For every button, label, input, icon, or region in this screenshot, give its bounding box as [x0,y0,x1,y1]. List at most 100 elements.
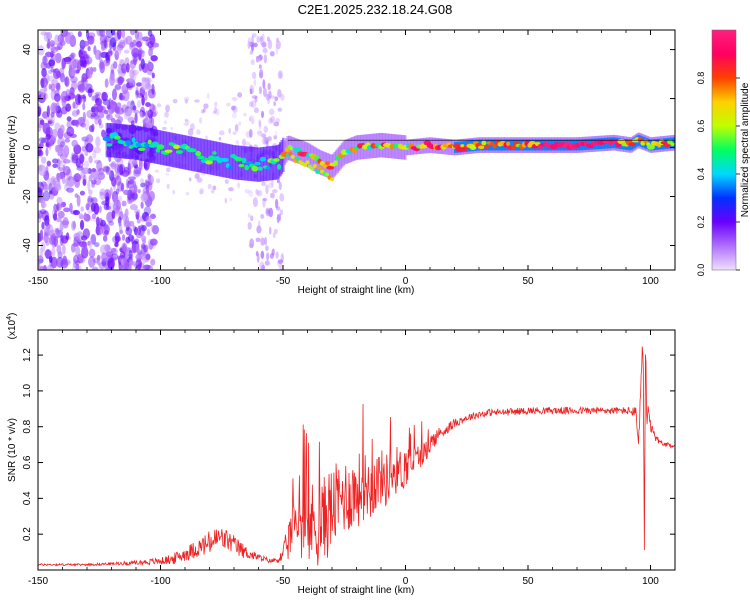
heatmap-cell [100,44,105,52]
snr-plot-area [38,330,675,570]
heatmap-cell [173,144,181,149]
y-tick-label: 1.2 [22,348,33,362]
heatmap-cell [279,263,283,270]
heatmap-cell [73,258,77,269]
heatmap-cell [91,266,99,270]
heatmap-cell [128,249,133,259]
heatmap-cell [265,146,269,181]
heatmap-cell [123,49,130,54]
heatmap-cell [66,187,74,193]
heatmap-cell [120,182,125,192]
heatmap-cell [68,64,73,73]
snr-multiplier-label: (x104) [6,313,18,340]
heatmap-cell [124,216,130,228]
heatmap-cell [195,150,202,157]
heatmap-cell [190,136,194,171]
heatmap-cell [212,151,217,155]
heatmap-cell [116,102,122,109]
heatmap-cell [49,40,56,47]
heatmap-cell [95,216,100,227]
heatmap-cell [44,214,50,227]
heatmap-cell [140,58,145,70]
heatmap-cell [206,92,210,100]
heatmap-cell [88,256,96,268]
heatmap-cell [102,136,111,142]
heatmap-cell [52,53,61,61]
heatmap-cell [234,156,243,162]
heatmap-cell [155,178,161,184]
heatmap-cell [43,226,50,238]
heatmap-cell [43,92,48,100]
heatmap-cell [50,111,55,118]
heatmap-cell [64,76,70,88]
heatmap-cell [132,69,137,82]
heatmap-cell [224,197,228,204]
heatmap-cell [274,130,278,137]
snr-y-axis: 0.2 0.4 0.6 0.8 1.0 1.2 [22,348,675,541]
heatmap-cell [94,98,103,106]
heatmap-cell [237,92,243,98]
heatmap-cell [83,212,87,221]
heatmap-cell [263,125,269,134]
heatmap-cell [506,141,511,147]
heatmap-cell [39,142,44,149]
heatmap-cell [247,40,251,50]
heatmap-cell [54,93,61,102]
heatmap-cell [135,211,140,220]
heatmap-cell [257,130,263,135]
heatmap-cell [208,155,216,161]
heatmap-cell [86,195,92,207]
heatmap-cell [141,95,145,106]
heatmap-cell [105,30,114,39]
heatmap-cell [273,228,278,235]
heatmap-cell [111,210,116,220]
heatmap-cell [121,63,128,74]
heatmap-cell [62,164,66,172]
heatmap-cell [141,225,147,232]
heatmap-cell [168,132,172,167]
heatmap-cell [93,202,100,215]
heatmap-cell [97,172,106,180]
heatmap-cell [45,116,53,121]
heatmap-cell [54,227,59,233]
heatmap-cell [257,130,263,137]
heatmap-cell [88,125,94,133]
heatmap-cell [38,181,45,193]
heatmap-cell [42,190,51,202]
heatmap-cell [121,234,126,241]
heatmap-cell [98,111,105,119]
heatmap-cell [238,163,245,168]
heatmap-cell [253,78,257,87]
heatmap-cell [81,242,88,255]
heatmap-cell [145,264,154,270]
heatmap-cell [199,189,204,195]
heatmap-cell [56,109,63,118]
heatmap-cell [237,145,241,180]
heatmap-cell [303,162,308,167]
heatmap-cell [133,226,138,236]
heatmap-cell [56,196,63,205]
heatmap-cell [131,235,135,246]
heatmap-cell [184,98,189,104]
heatmap-cell [61,58,66,70]
heatmap-cell [262,47,268,54]
heatmap-cell [75,263,80,270]
heatmap-cell [175,150,184,154]
heatmap-cell [277,259,284,265]
heatmap-cell [51,246,56,257]
heatmap-cell [279,142,282,177]
heatmap-cell [141,36,150,42]
heatmap-cell [102,99,111,106]
heatmap-cell [156,103,162,108]
heatmap-cell [62,159,71,164]
heatmap-cell [272,232,276,239]
heatmap-cell [207,183,212,190]
heatmap-cell [135,253,143,261]
heatmap-cell [69,202,73,213]
heatmap-cell [143,206,152,216]
heatmap-cell [268,207,274,218]
heatmap-cell [96,254,101,266]
heatmap-cell [40,31,48,36]
heatmap-cell [249,238,255,249]
heatmap-cell [275,198,279,209]
